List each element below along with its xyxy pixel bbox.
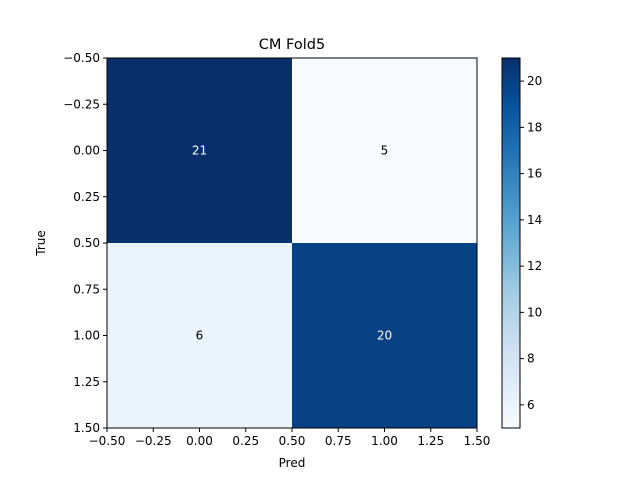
cell-value-r1-c0: 6 bbox=[196, 329, 204, 343]
y-tick-label: 0.50 bbox=[73, 236, 100, 250]
colorbar-tick-label: 8 bbox=[527, 352, 535, 366]
chart-title: CM Fold5 bbox=[259, 37, 325, 53]
y-tick-label: 0.25 bbox=[73, 190, 100, 204]
y-tick-label: 0.00 bbox=[73, 144, 100, 158]
y-tick-label: 1.25 bbox=[73, 375, 100, 389]
x-tick-label: −0.25 bbox=[135, 434, 172, 448]
heatmap-cell-r0-c1 bbox=[292, 58, 477, 243]
y-tick-label: 1.00 bbox=[73, 329, 100, 343]
heatmap-cell-r1-c0 bbox=[107, 243, 292, 428]
x-axis-ticks: −0.50 −0.25 0.00 0.25 0.50 0.75 1.00 1.25 1.50 bbox=[89, 428, 491, 448]
colorbar-tick-label: 18 bbox=[527, 120, 542, 134]
x-tick-label: 0.00 bbox=[186, 434, 213, 448]
cell-value-r1-c1: 20 bbox=[377, 329, 392, 343]
x-tick-label: 1.50 bbox=[464, 434, 491, 448]
y-axis-label: True bbox=[34, 230, 48, 257]
x-tick-label: 1.00 bbox=[371, 434, 398, 448]
y-tick-label: −0.50 bbox=[63, 51, 100, 65]
heatmap-cells bbox=[107, 58, 477, 428]
cell-value-r0-c1: 5 bbox=[381, 144, 389, 158]
colorbar-tick-label: 20 bbox=[527, 74, 542, 88]
colorbar-tick-label: 12 bbox=[527, 259, 542, 273]
y-axis-ticks: −0.50 −0.25 0.00 0.25 0.50 0.75 1.00 1.25 1.50 bbox=[63, 51, 107, 435]
colorbar-tick-label: 16 bbox=[527, 167, 542, 181]
x-tick-label: 1.25 bbox=[417, 434, 444, 448]
y-tick-label: 1.50 bbox=[73, 421, 100, 435]
colorbar-tick-label: 6 bbox=[527, 398, 535, 412]
colorbar-tick-label: 14 bbox=[527, 213, 542, 227]
heatmap-cell-labels: 21 5 6 20 bbox=[192, 144, 392, 343]
colorbar-tick-label: 10 bbox=[527, 305, 542, 319]
heatmap-cell-r0-c0 bbox=[107, 58, 292, 243]
x-tick-label: 0.25 bbox=[232, 434, 259, 448]
colorbar-ticks: 6 8 10 12 14 16 18 20 bbox=[520, 74, 542, 412]
x-tick-label: −0.50 bbox=[89, 434, 126, 448]
heatmap-cell-r1-c1 bbox=[292, 243, 477, 428]
x-tick-label: 0.75 bbox=[325, 434, 352, 448]
x-tick-label: 0.50 bbox=[279, 434, 306, 448]
y-tick-label: −0.25 bbox=[63, 97, 100, 111]
colorbar bbox=[501, 57, 521, 429]
cell-value-r0-c0: 21 bbox=[192, 144, 207, 158]
x-axis-label: Pred bbox=[279, 456, 306, 470]
y-tick-label: 0.75 bbox=[73, 282, 100, 296]
